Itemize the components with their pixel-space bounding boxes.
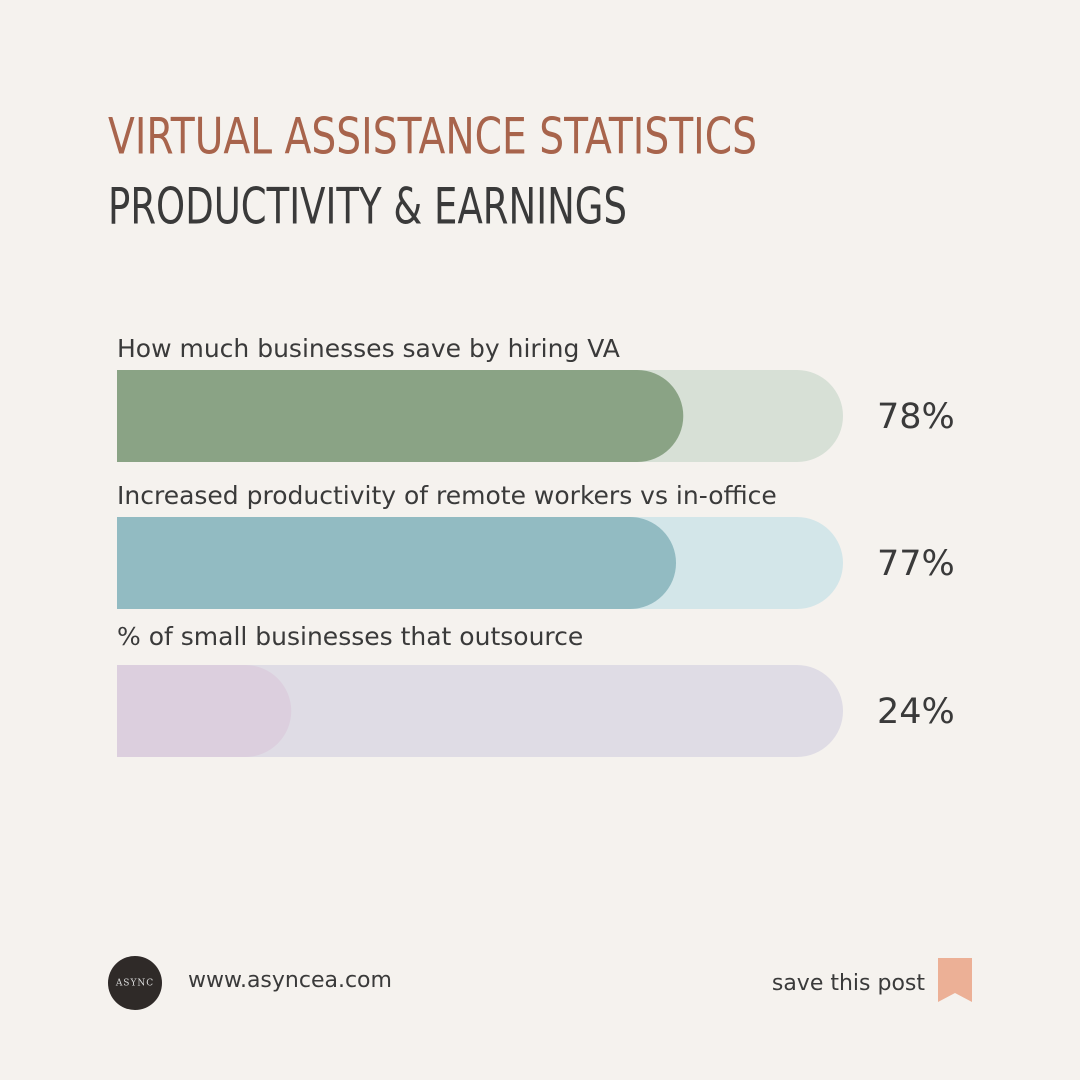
bar [117, 517, 677, 609]
value-label: 77% [877, 544, 955, 584]
bar [117, 370, 684, 462]
category-label: Increased productivity of remote workers… [117, 481, 777, 510]
value-label: 78% [877, 397, 955, 437]
logo-text: ASYNC [115, 979, 154, 989]
bookmark-icon[interactable] [938, 958, 972, 1002]
value-label: 24% [877, 692, 955, 732]
save-cta: save this post [772, 971, 926, 996]
logo [108, 956, 162, 1010]
chart-title: VIRTUAL ASSISTANCE STATISTICS [108, 108, 757, 166]
bar-track [117, 665, 843, 757]
bar [117, 665, 292, 757]
category-label: % of small businesses that outsource [117, 622, 583, 651]
chart-subtitle: PRODUCTIVITY & EARNINGS [108, 178, 627, 236]
category-label: How much businesses save by hiring VA [117, 334, 620, 363]
website[interactable]: www.asyncea.com [188, 968, 392, 993]
